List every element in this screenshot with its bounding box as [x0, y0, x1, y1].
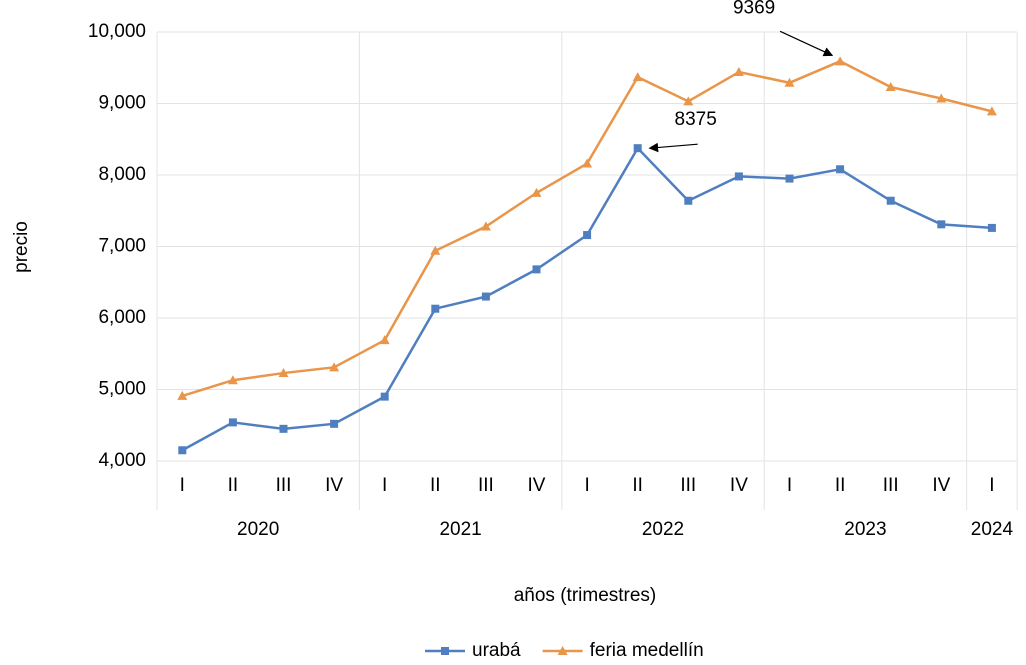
y-tick-label: 8,000 — [98, 164, 146, 185]
data-point — [885, 82, 896, 92]
x-tick-label: IV — [932, 475, 950, 496]
x-tick-label: I — [584, 475, 589, 496]
x-tick-label: IV — [325, 475, 343, 496]
x-tick-label: II — [228, 475, 239, 496]
series-line — [181, 146, 992, 452]
annotation: 9369 — [733, 0, 775, 18]
data-point — [937, 220, 946, 229]
data-point — [734, 172, 743, 181]
data-point — [583, 231, 592, 240]
data-point — [582, 158, 593, 168]
x-tick-label: II — [835, 475, 846, 496]
x-group-label: 2024 — [971, 519, 1014, 540]
data-point — [531, 187, 542, 197]
x-tick-label: I — [989, 475, 994, 496]
data-point — [836, 165, 845, 174]
data-point — [835, 56, 846, 66]
x-tick-label: IV — [528, 475, 546, 496]
x-tick-label: III — [276, 475, 292, 496]
data-point — [785, 174, 794, 183]
data-point — [278, 368, 289, 378]
data-point — [178, 446, 187, 455]
data-point — [228, 418, 237, 427]
x-group-label: 2021 — [439, 519, 481, 540]
y-tick-label: 9,000 — [98, 93, 146, 114]
data-point — [784, 77, 795, 87]
x-tick-label: IV — [730, 475, 748, 496]
x-group-label: 2022 — [642, 519, 684, 540]
y-axis-title: precio — [11, 221, 32, 273]
data-point — [379, 335, 390, 345]
data-point — [279, 424, 288, 433]
x-tick-label: III — [478, 475, 494, 496]
series-line — [181, 59, 993, 398]
data-point — [430, 245, 441, 255]
x-tick-label: III — [680, 475, 696, 496]
y-tick-label: 6,000 — [98, 307, 146, 328]
data-point — [227, 375, 238, 385]
legend-marker — [441, 647, 449, 655]
data-point — [632, 72, 643, 82]
x-tick-label: II — [430, 475, 441, 496]
y-tick-label: 5,000 — [98, 379, 146, 400]
x-tick-label: I — [382, 475, 387, 496]
annotation-arrow — [648, 142, 698, 153]
legend-label: urabá — [472, 640, 521, 661]
x-tick-label: I — [787, 475, 792, 496]
data-point — [480, 221, 491, 231]
annotation: 8375 — [675, 109, 717, 130]
data-point — [380, 392, 389, 401]
data-point — [936, 93, 947, 103]
data-point — [532, 265, 541, 274]
y-tick-label: 10,000 — [88, 21, 146, 42]
data-point — [177, 390, 188, 400]
data-point — [733, 67, 744, 77]
data-point — [986, 106, 997, 116]
x-tick-label: II — [632, 475, 643, 496]
data-point — [683, 96, 694, 106]
data-point — [330, 419, 339, 428]
data-point — [481, 292, 490, 301]
x-axis-title: años (trimestres) — [514, 585, 657, 606]
legend-label: feria medellín — [590, 640, 704, 661]
data-point — [987, 223, 996, 232]
x-tick-label: I — [180, 475, 185, 496]
data-point — [684, 196, 693, 205]
legend-marker — [557, 646, 568, 655]
y-tick-label: 7,000 — [98, 236, 146, 257]
annotation-arrow — [779, 30, 834, 57]
x-tick-label: III — [883, 475, 899, 496]
data-point — [633, 144, 642, 153]
data-point — [886, 196, 895, 205]
y-tick-label: 4,000 — [98, 450, 146, 471]
x-group-label: 2023 — [844, 519, 886, 540]
x-group-label: 2020 — [237, 519, 279, 540]
data-point — [329, 362, 340, 372]
data-point — [431, 304, 440, 313]
